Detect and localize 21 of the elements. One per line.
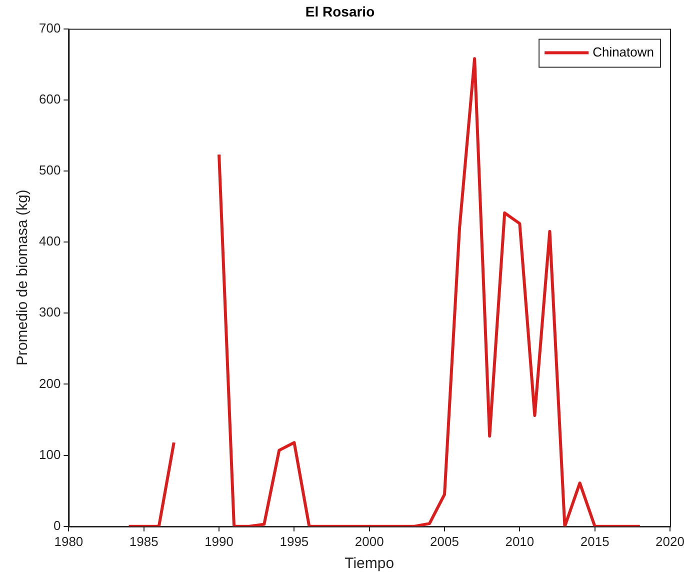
legend-label: Chinatown (592, 44, 654, 60)
y-tick-label: 300 (38, 304, 61, 320)
y-tick-label: 200 (38, 376, 61, 391)
x-axis-title: Tiempo (344, 555, 394, 572)
x-tick-label: 2020 (656, 534, 684, 549)
y-tick-label: 600 (38, 91, 61, 106)
x-tick-label: 2010 (505, 534, 534, 549)
y-tick-label: 400 (38, 234, 61, 249)
x-tick-label: 1995 (280, 534, 309, 549)
x-tick-label: 1985 (129, 534, 158, 549)
x-tick-label: 2000 (354, 534, 384, 549)
chart-title: El Rosario (305, 3, 375, 20)
y-tick-label: 0 (53, 518, 61, 533)
y-tick-label: 100 (38, 446, 61, 462)
x-tick-label: 2005 (430, 534, 459, 549)
x-tick-label: 1990 (204, 534, 234, 549)
x-tick-label: 1980 (54, 534, 84, 549)
y-axis-title: Promedio de biomasa (kg) (14, 190, 32, 366)
y-tick-label: 500 (38, 162, 61, 178)
x-tick-label: 2015 (580, 534, 610, 549)
y-tick-label: 700 (38, 20, 61, 36)
